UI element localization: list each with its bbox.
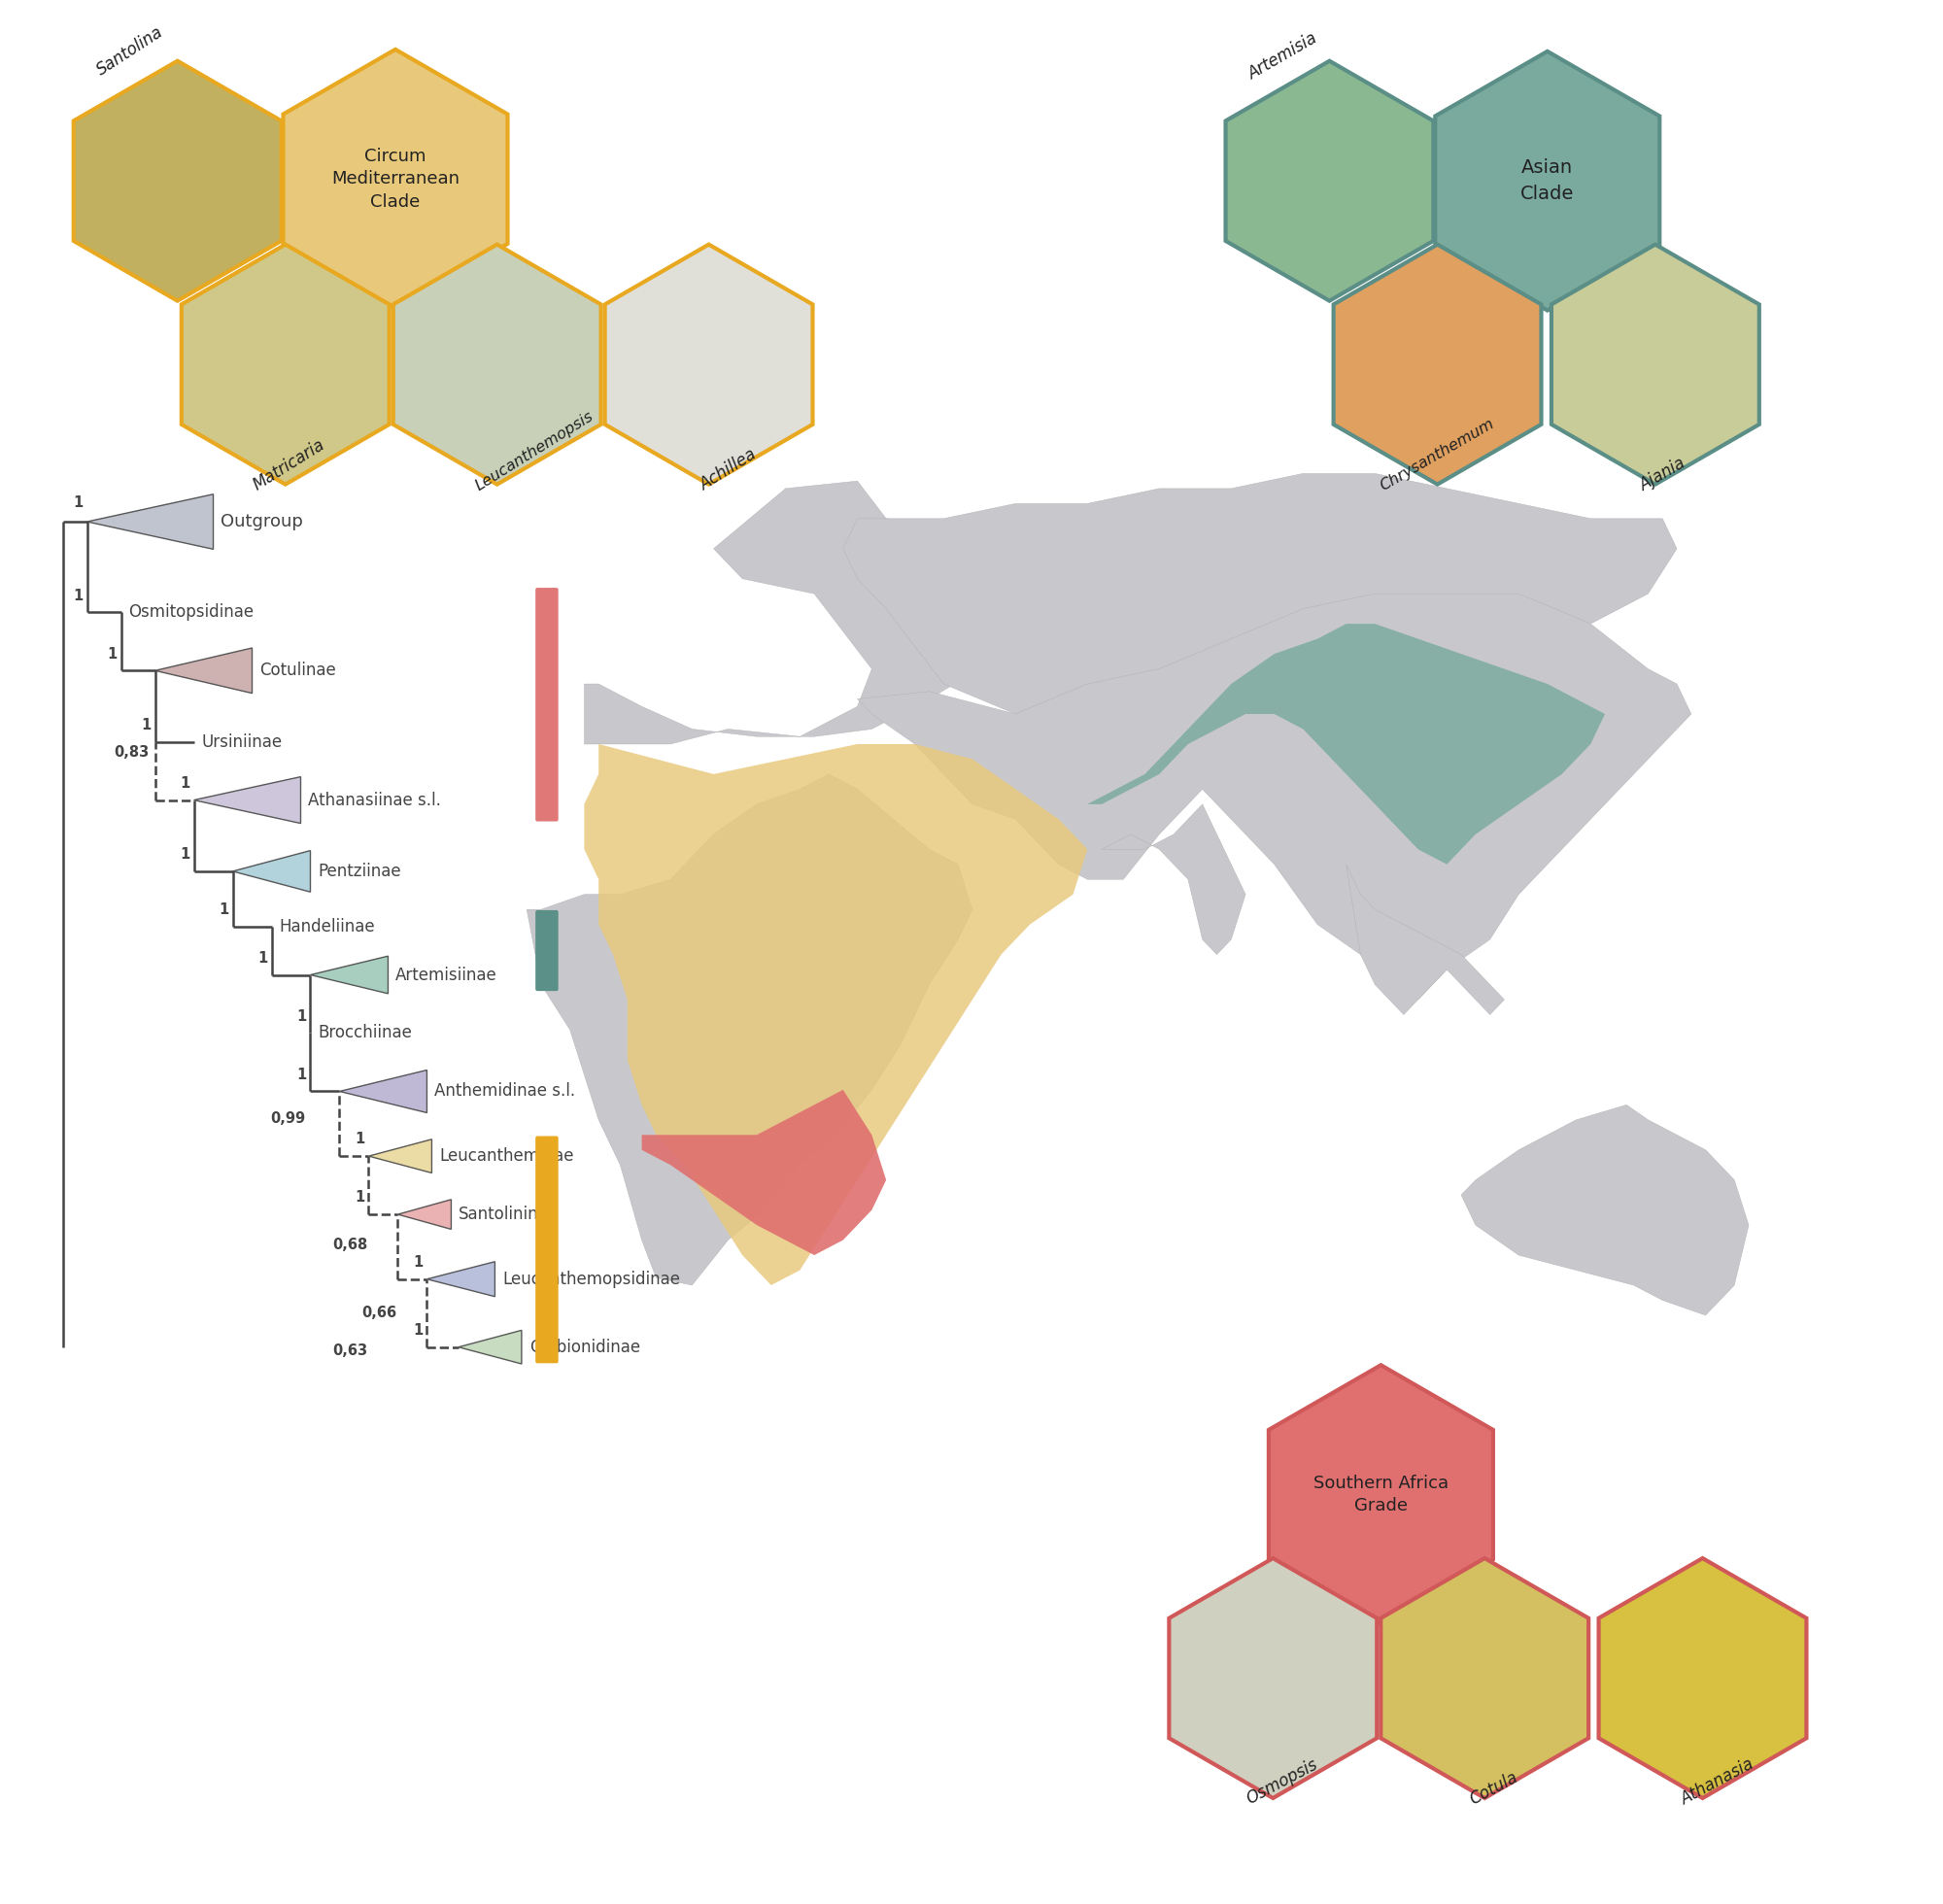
Polygon shape — [1170, 1557, 1378, 1797]
Polygon shape — [1381, 1557, 1589, 1797]
Text: 1: 1 — [181, 777, 190, 790]
Text: Ajania: Ajania — [1638, 453, 1690, 495]
Polygon shape — [1346, 864, 1504, 1015]
Polygon shape — [74, 61, 282, 301]
Polygon shape — [1226, 61, 1434, 301]
Text: Santolina: Santolina — [93, 23, 167, 78]
Polygon shape — [398, 1200, 451, 1230]
Text: Ursiniinae: Ursiniinae — [202, 733, 282, 750]
Text: 0,68: 0,68 — [332, 1238, 367, 1253]
Polygon shape — [1333, 244, 1541, 484]
Polygon shape — [155, 647, 253, 693]
Text: Handeliinae: Handeliinae — [280, 918, 375, 935]
Polygon shape — [311, 956, 389, 994]
Polygon shape — [604, 244, 812, 484]
Polygon shape — [87, 495, 214, 548]
Text: Santolininae: Santolininae — [459, 1205, 560, 1222]
Polygon shape — [1436, 51, 1659, 310]
Text: Achillea: Achillea — [698, 446, 760, 495]
Text: 0,66: 0,66 — [361, 1306, 396, 1319]
Text: 1: 1 — [356, 1190, 365, 1205]
Text: Circum
Mediterranean
Clade: Circum Mediterranean Clade — [330, 147, 459, 211]
Text: Artemisia: Artemisia — [1245, 29, 1321, 82]
Polygon shape — [1088, 625, 1605, 864]
Text: Artemisiinae: Artemisiinae — [396, 965, 497, 984]
Polygon shape — [585, 482, 1073, 744]
Polygon shape — [427, 1262, 495, 1297]
Text: Anthemidinae s.l.: Anthemidinae s.l. — [435, 1083, 575, 1101]
Text: 1: 1 — [74, 495, 84, 510]
Polygon shape — [1551, 244, 1758, 484]
Polygon shape — [1269, 1365, 1492, 1624]
Text: 0,63: 0,63 — [332, 1344, 367, 1358]
Text: 1: 1 — [181, 847, 190, 863]
Text: Leucanthemopsidinae: Leucanthemopsidinae — [503, 1270, 680, 1287]
Text: Cotula: Cotula — [1467, 1769, 1521, 1809]
Text: Athanasiinae s.l.: Athanasiinae s.l. — [309, 792, 441, 809]
Text: 0,83: 0,83 — [115, 746, 150, 760]
Text: Cotulinae: Cotulinae — [260, 663, 336, 680]
Text: Leucanthemopsis: Leucanthemopsis — [472, 409, 597, 493]
Text: Outgroup: Outgroup — [222, 512, 303, 531]
Text: 0,99: 0,99 — [270, 1112, 305, 1125]
Text: 1: 1 — [258, 950, 268, 965]
Text: 1: 1 — [107, 647, 117, 661]
Text: Southern Africa
Grade: Southern Africa Grade — [1313, 1474, 1448, 1516]
Polygon shape — [527, 775, 972, 1285]
FancyBboxPatch shape — [536, 588, 558, 821]
Text: 1: 1 — [356, 1133, 365, 1146]
Text: Osmitopsidinae: Osmitopsidinae — [128, 604, 255, 621]
Text: Athanasia: Athanasia — [1679, 1755, 1758, 1809]
Polygon shape — [857, 594, 1690, 1000]
Text: 1: 1 — [220, 902, 229, 916]
Text: 1: 1 — [142, 718, 152, 733]
Polygon shape — [585, 744, 1088, 1285]
Text: Leucantheminae: Leucantheminae — [439, 1148, 573, 1165]
Text: Asian
Clade: Asian Clade — [1521, 158, 1574, 204]
Text: Matricaria: Matricaria — [249, 436, 328, 495]
Text: 1: 1 — [297, 1068, 307, 1081]
Polygon shape — [1461, 1104, 1749, 1316]
Polygon shape — [843, 474, 1677, 714]
Polygon shape — [392, 244, 600, 484]
FancyBboxPatch shape — [536, 910, 558, 990]
Polygon shape — [340, 1070, 427, 1112]
Text: Pentziinae: Pentziinae — [319, 863, 400, 880]
Text: 1: 1 — [414, 1255, 424, 1270]
Text: 1: 1 — [297, 1009, 307, 1024]
Polygon shape — [641, 1089, 886, 1255]
Text: Chrysanthemum: Chrysanthemum — [1378, 415, 1496, 493]
Polygon shape — [369, 1139, 431, 1173]
Polygon shape — [459, 1331, 521, 1363]
Text: 1: 1 — [414, 1323, 424, 1337]
Polygon shape — [194, 777, 301, 823]
Polygon shape — [1599, 1557, 1807, 1797]
Text: Brocchiinae: Brocchiinae — [319, 1024, 412, 1041]
Polygon shape — [1102, 803, 1245, 954]
FancyBboxPatch shape — [536, 1137, 558, 1363]
Text: 1: 1 — [74, 588, 84, 604]
Polygon shape — [233, 851, 311, 891]
Polygon shape — [284, 50, 507, 308]
Text: Osmopsis: Osmopsis — [1244, 1755, 1319, 1809]
Polygon shape — [181, 244, 389, 484]
Text: Glebionidinae: Glebionidinae — [528, 1339, 639, 1356]
